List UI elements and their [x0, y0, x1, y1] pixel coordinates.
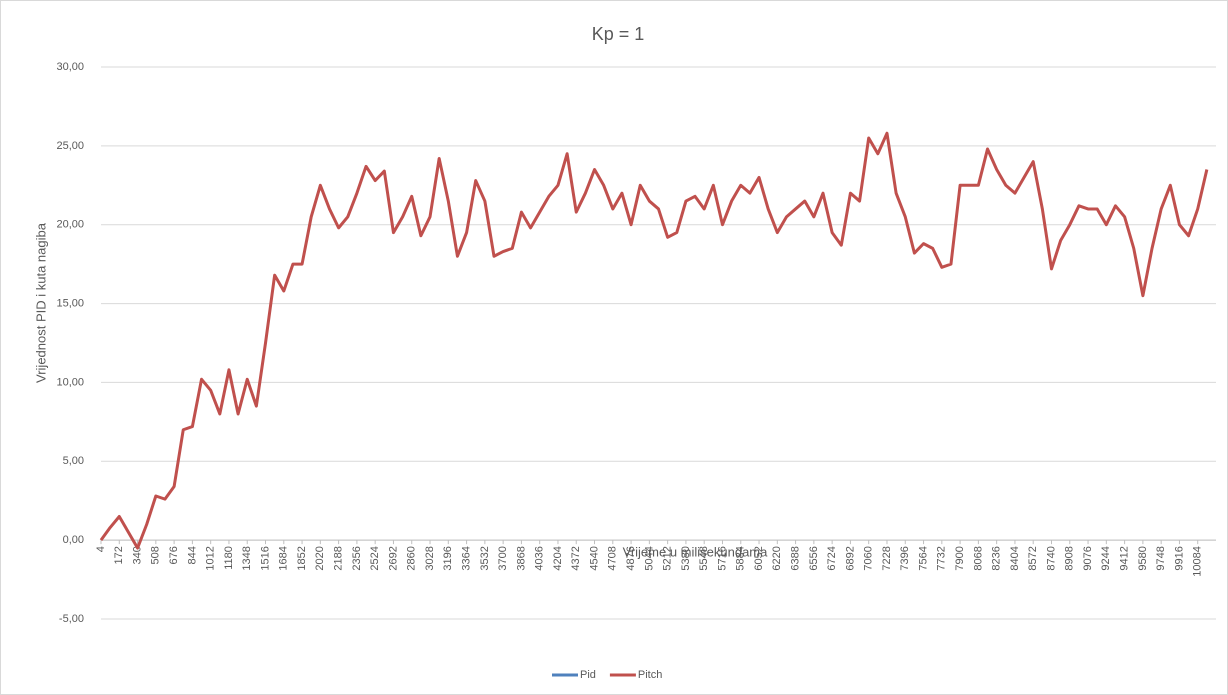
- y-tick-label: 25,00: [56, 140, 84, 152]
- x-tick-label: 676: [168, 546, 180, 564]
- x-tick-label: 6220: [771, 546, 783, 570]
- x-tick-label: 5716: [716, 546, 728, 570]
- x-tick-label: 3700: [497, 546, 509, 570]
- x-tick-label: 8236: [991, 546, 1003, 570]
- x-tick-label: 6556: [808, 546, 820, 570]
- x-tick-label: 6388: [789, 546, 801, 570]
- x-tick-label: 340: [131, 546, 143, 564]
- x-tick-label: 6724: [826, 546, 838, 570]
- x-tick-label: 2020: [314, 546, 326, 570]
- x-tick-label: 5548: [698, 546, 710, 570]
- x-tick-label: 1852: [296, 546, 308, 570]
- x-tick-label: 8572: [1027, 546, 1039, 570]
- x-tick-label: 1516: [259, 546, 271, 570]
- x-tick-label: 4: [95, 546, 107, 552]
- x-tick-label: 2188: [333, 546, 345, 570]
- x-tick-label: 7732: [936, 546, 948, 570]
- x-tick-label: 2356: [351, 546, 363, 570]
- y-tick-label: 10,00: [56, 376, 84, 388]
- x-tick-label: 7396: [899, 546, 911, 570]
- x-tick-label: 4540: [588, 546, 600, 570]
- x-tick-label: 5044: [643, 546, 655, 570]
- x-tick-label: 4204: [552, 546, 564, 570]
- x-tick-label: 9580: [1137, 546, 1149, 570]
- x-tick-label: 9244: [1100, 546, 1112, 570]
- x-tick-label: 6052: [753, 546, 765, 570]
- x-tick-label: 844: [186, 546, 198, 564]
- x-tick-label: 7228: [881, 546, 893, 570]
- x-tick-label: 8068: [972, 546, 984, 570]
- x-tick-label: 8908: [1064, 546, 1076, 570]
- x-tick-label: 2524: [369, 546, 381, 570]
- x-tick-label: 7564: [917, 546, 929, 570]
- x-tick-label: 8404: [1009, 546, 1021, 570]
- x-tick-label: 3868: [515, 546, 527, 570]
- line-series: [99, 131, 1209, 550]
- x-tick-label: 3028: [424, 546, 436, 570]
- x-tick-label: 9748: [1155, 546, 1167, 570]
- x-tick-label: 8740: [1045, 546, 1057, 570]
- x-tick-label: 4372: [570, 546, 582, 570]
- x-tick-label: 2860: [406, 546, 418, 570]
- x-axis-title: Vrijeme u milisekundama: [623, 544, 769, 559]
- x-tick-label: 1012: [205, 546, 217, 570]
- x-tick-label: 3364: [460, 546, 472, 570]
- y-tick-label: 20,00: [56, 219, 84, 231]
- x-tick-label: 5380: [680, 546, 692, 570]
- x-tick-label: 9076: [1082, 546, 1094, 570]
- chart-title: Kp = 1: [592, 24, 645, 44]
- x-tick-label: 9412: [1119, 546, 1131, 570]
- x-tick-label: 1180: [223, 546, 235, 570]
- legend-label: Pitch: [638, 669, 662, 681]
- x-tick-label: 1684: [278, 546, 290, 570]
- x-tick-label: 508: [150, 546, 162, 564]
- x-tick-label: 1348: [241, 546, 253, 570]
- y-tick-label: 5,00: [63, 455, 84, 467]
- x-tick-label: 10084: [1192, 546, 1204, 577]
- y-tick-label: 30,00: [56, 61, 84, 73]
- x-tick-label: 4036: [534, 546, 546, 570]
- x-tick-label: 7060: [863, 546, 875, 570]
- x-tick-label: 3196: [442, 546, 454, 570]
- y-tick-label: 15,00: [56, 297, 84, 309]
- x-tick-label: 5884: [735, 546, 747, 570]
- x-tick-label: 4708: [607, 546, 619, 570]
- y-tick-label: 0,00: [63, 534, 84, 546]
- x-tick-label: 172: [113, 546, 125, 564]
- y-axis-title: Vrijednost PID i kuta nagiba: [33, 222, 48, 383]
- x-tick-label: 7900: [954, 546, 966, 570]
- x-tick-label: 6892: [844, 546, 856, 570]
- x-tick-label: 4876: [625, 546, 637, 570]
- x-tick-label: 5212: [662, 546, 674, 570]
- y-tick-label: -5,00: [59, 613, 84, 625]
- x-tick-label: 2692: [387, 546, 399, 570]
- x-tick-label: 3532: [479, 546, 491, 570]
- x-tick-label: 9916: [1173, 546, 1185, 570]
- legend-label: Pid: [580, 669, 596, 681]
